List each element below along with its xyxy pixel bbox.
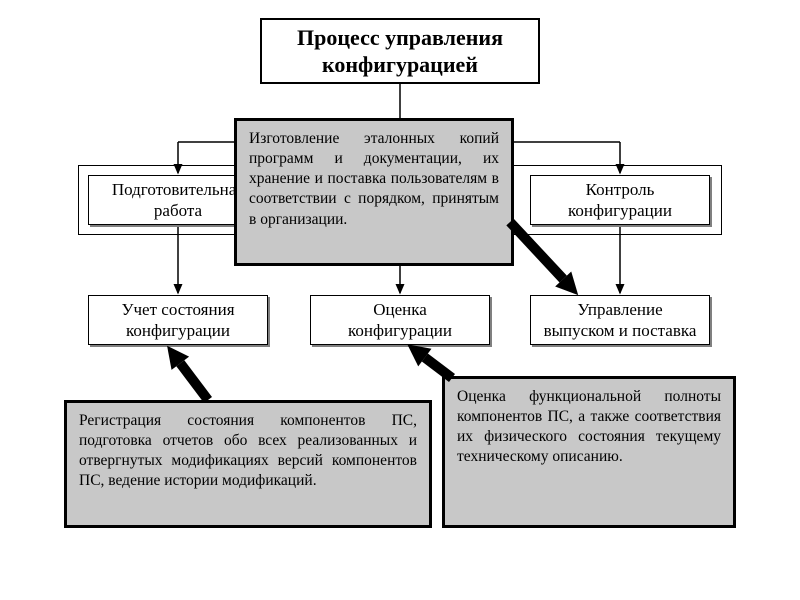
desc-status: Регистрация состояния компонентов ПС, по… [64,400,432,528]
title-box: Процесс управления конфигурацией [260,18,540,84]
node-release-label: Управление выпуском и поставка [541,299,699,342]
desc-assess: Оценка функциональной полноты компоненто… [442,376,736,528]
desc-status-text: Регистрация состояния компонентов ПС, по… [79,412,417,489]
node-status: Учет состояния конфигурации [88,295,268,345]
node-assess: Оценка конфигурации [310,295,490,345]
desc-assess-text: Оценка функциональной полноты компоненто… [457,388,721,465]
node-release: Управление выпуском и поставка [530,295,710,345]
node-control: Контроль конфигурации [530,175,710,225]
title-text: Процесс управления конфигурацией [272,24,528,79]
desc-copies-text: Изготовление эталонных копий программ и … [249,130,499,228]
desc-copies: Изготовление эталонных копий программ и … [234,118,514,266]
node-status-label: Учет состояния конфигурации [99,299,257,342]
node-assess-label: Оценка конфигурации [321,299,479,342]
node-control-label: Контроль конфигурации [541,179,699,222]
